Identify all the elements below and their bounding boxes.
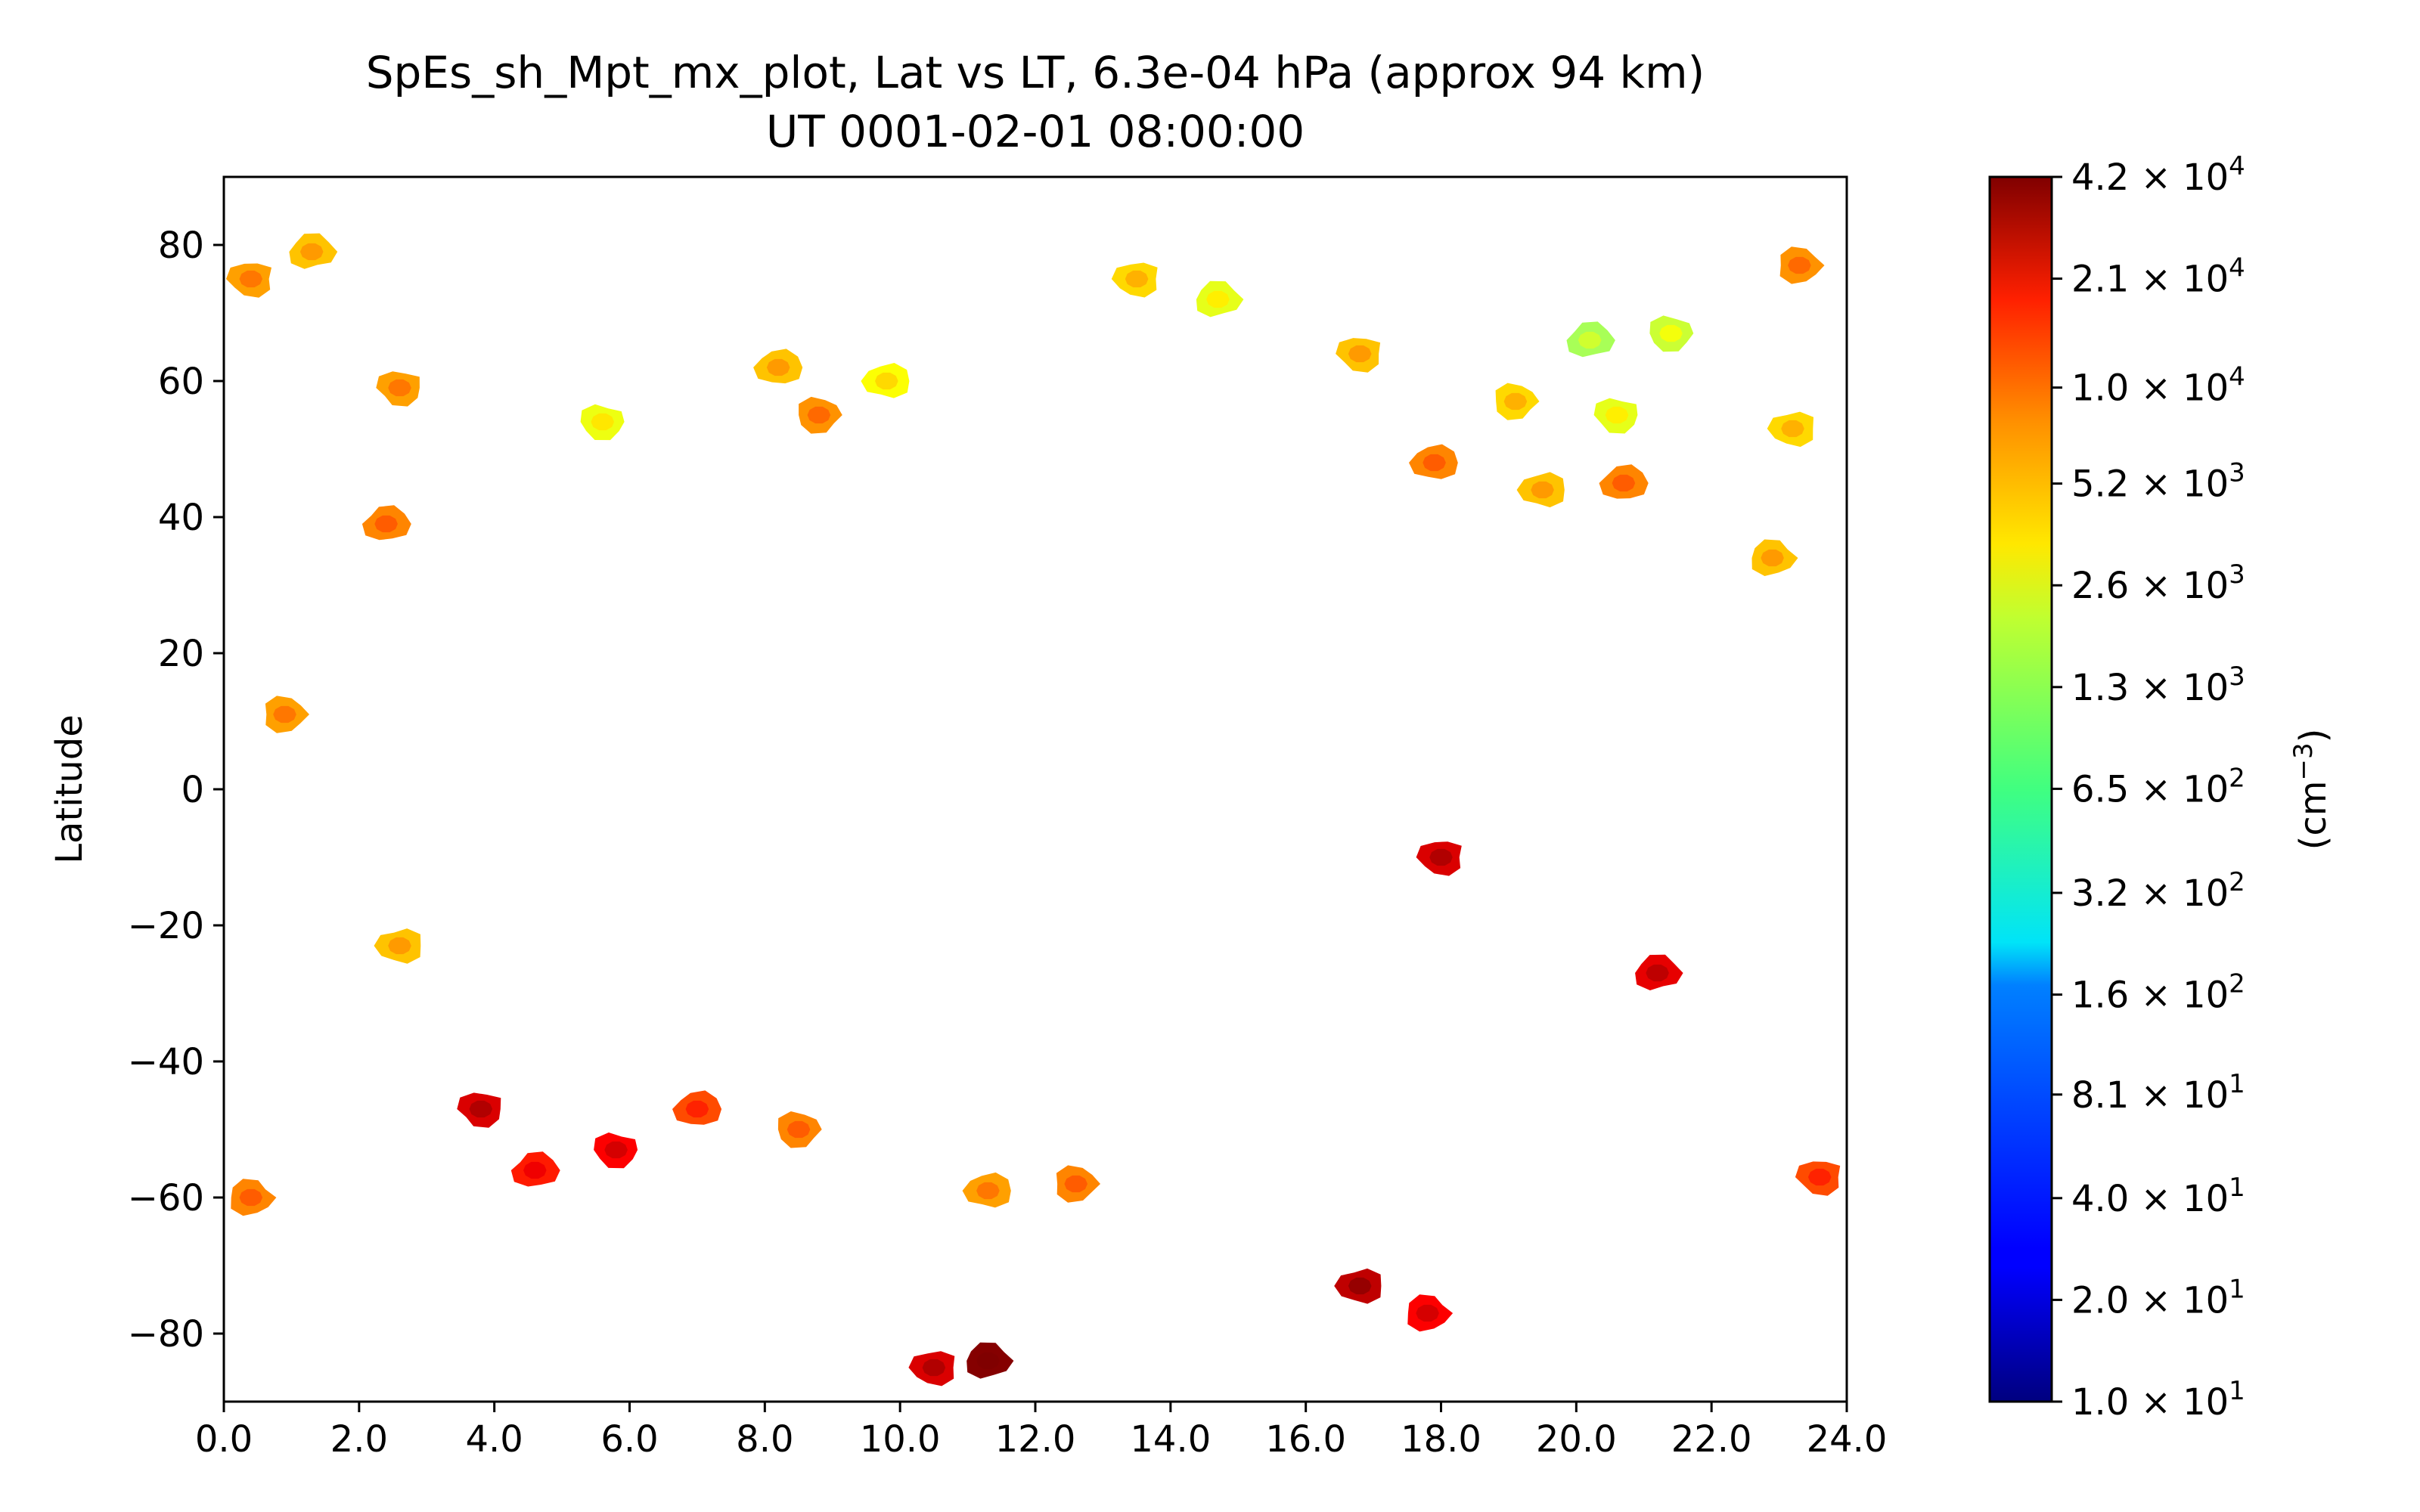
data-patch-core	[469, 1100, 493, 1118]
y-tick-label: −40	[128, 1041, 204, 1083]
colorbar-tick-label: 3.2 × 102	[2071, 867, 2245, 915]
data-patch-core	[299, 243, 324, 261]
colorbar	[1988, 175, 2053, 1403]
colorbar-tick-label: 5.2 × 103	[2071, 458, 2245, 506]
data-patch-core	[591, 413, 614, 431]
x-tick-label: 24.0	[1807, 1418, 1888, 1461]
colorbar-tick-label: 8.1 × 101	[2071, 1069, 2245, 1117]
y-tick-label: −60	[128, 1177, 204, 1219]
colorbar-tick-label: 1.6 × 102	[2071, 969, 2245, 1017]
data-patch-core	[1788, 256, 1811, 274]
colorbar-tick-label: 4.0 × 101	[2071, 1173, 2245, 1220]
x-tick-label: 20.0	[1536, 1418, 1617, 1461]
colorbar-tick-label: 1.0 × 104	[2071, 362, 2245, 410]
colorbar-ticks: 1.0 × 101 2.0 × 101 4.0 × 101 8.1 × 101 1.6 …	[2052, 151, 2245, 1424]
colorbar-tick-label: 1.3 × 103	[2071, 662, 2245, 709]
data-patch-core	[807, 406, 831, 424]
data-patch-core	[239, 270, 263, 288]
colorbar-tick-label: 6.5 × 102	[2071, 763, 2245, 810]
data-patch-core	[1429, 848, 1453, 866]
y-tick-label: 0	[181, 769, 204, 811]
x-tick-label: 10.0	[860, 1418, 941, 1461]
data-patch-core	[604, 1141, 628, 1159]
data-patch-core	[388, 379, 411, 397]
data-patches	[226, 233, 1841, 1387]
data-patch-core	[976, 1182, 1000, 1200]
data-patch-core	[1605, 406, 1629, 424]
chart-title-line-2: UT 0001-02-01 08:00:00	[766, 106, 1305, 157]
colorbar-tick-label: 2.1 × 104	[2071, 253, 2245, 301]
colorbar-tick-label: 2.6 × 103	[2071, 559, 2245, 607]
data-patch-core	[1531, 481, 1554, 499]
data-patch-core	[875, 372, 898, 390]
data-patch-core	[1578, 331, 1602, 349]
data-patch-core	[1423, 454, 1446, 472]
data-patch-core	[1807, 1168, 1832, 1186]
x-tick-label: 16.0	[1265, 1418, 1346, 1461]
x-tick-label: 8.0	[736, 1418, 793, 1461]
colorbar-tick-label: 4.2 × 104	[2071, 151, 2245, 199]
data-patch-core	[1646, 964, 1669, 982]
x-tick-label: 2.0	[330, 1418, 388, 1461]
data-patch-core	[1659, 324, 1683, 342]
data-patch-core	[1416, 1304, 1439, 1322]
data-patch-core	[1503, 392, 1528, 411]
y-tick-label: 40	[158, 497, 204, 539]
data-patch-core	[273, 705, 296, 723]
x-axis: 0.0 2.0 4.0 6.0 8.0 10.0 12.0 14.0 16.0 18.0 20.0 2…	[195, 1402, 1888, 1461]
data-patch-core	[1612, 474, 1636, 492]
data-patch-core	[523, 1161, 547, 1179]
y-tick-label: 80	[158, 225, 204, 267]
colorbar-tick-label: 1.0 × 101	[2071, 1376, 2245, 1424]
data-patch-core	[1206, 290, 1230, 308]
data-patch-core	[786, 1120, 811, 1139]
y-tick-label: −80	[128, 1313, 204, 1356]
data-patch-core	[1348, 1277, 1372, 1295]
data-patch-core	[1064, 1175, 1087, 1193]
y-tick-label: 20	[158, 633, 204, 675]
data-patch-core	[1761, 549, 1784, 567]
y-tick-label: 60	[158, 361, 204, 403]
data-patch-core	[374, 515, 398, 533]
data-patch-core	[388, 937, 411, 955]
x-tick-label: 12.0	[995, 1418, 1076, 1461]
data-patch-core	[922, 1359, 946, 1377]
data-patch-core	[685, 1100, 709, 1118]
data-patch-core	[1348, 345, 1372, 363]
chart-title-line-1: SpEs_sh_Mpt_mx_plot, Lat vs LT, 6.3e-04 …	[366, 47, 1705, 98]
x-tick-label: 18.0	[1401, 1418, 1481, 1461]
x-tick-label: 0.0	[195, 1418, 253, 1461]
data-patch-core	[239, 1188, 263, 1207]
plot-frame	[222, 175, 1848, 1403]
x-tick-label: 14.0	[1130, 1418, 1211, 1461]
data-patch-core	[976, 1352, 1000, 1370]
colorbar-tick-label: 2.0 × 101	[2071, 1274, 2245, 1321]
data-patch-core	[766, 358, 790, 376]
x-tick-label: 4.0	[465, 1418, 523, 1461]
y-axis-label: Latitude	[48, 714, 91, 864]
x-tick-label: 6.0	[600, 1418, 658, 1461]
data-patch-core	[1125, 270, 1149, 288]
x-tick-label: 22.0	[1671, 1418, 1752, 1461]
y-tick-label: −20	[128, 905, 204, 947]
data-patch-core	[1781, 420, 1804, 438]
y-axis: −80 −60 −40 −20 0 20 40 60 80	[128, 225, 224, 1356]
colorbar-label: (cm−3)	[2288, 729, 2335, 850]
